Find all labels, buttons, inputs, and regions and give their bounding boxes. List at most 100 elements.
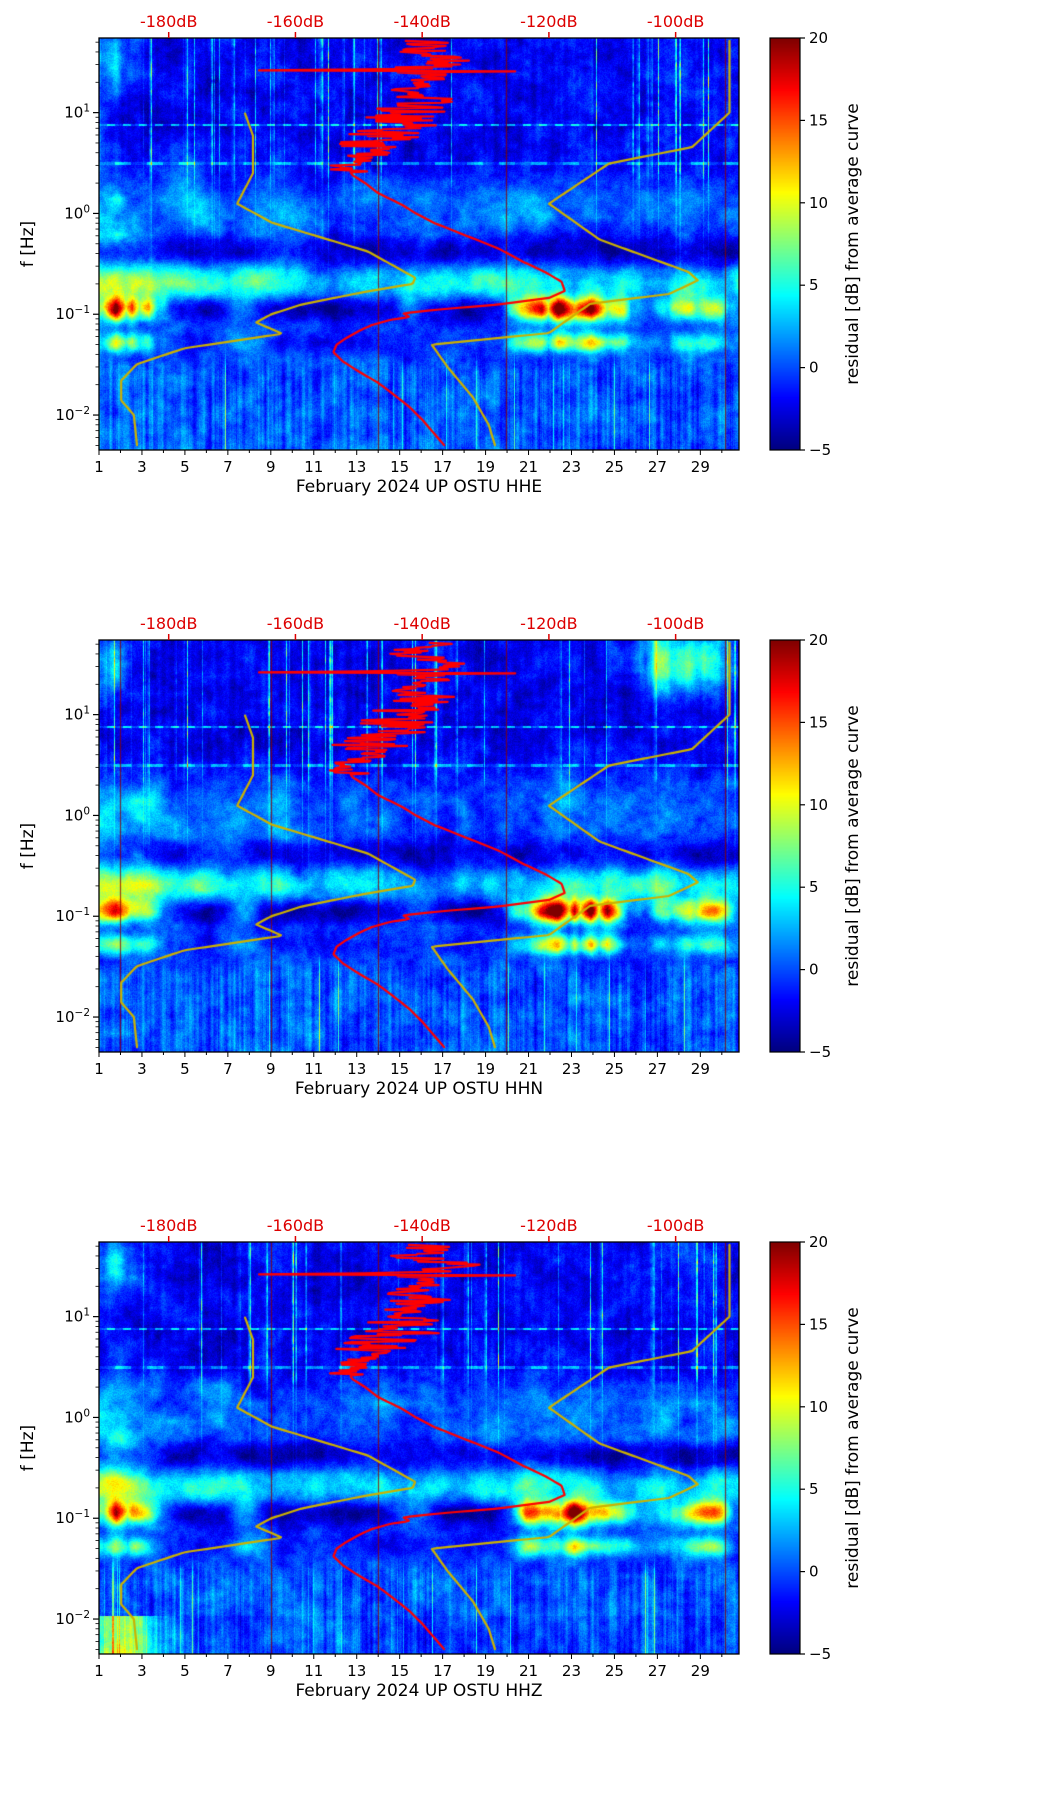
svg-text:10: 10 bbox=[809, 194, 828, 212]
svg-text:15: 15 bbox=[390, 458, 409, 476]
svg-text:10−1: 10−1 bbox=[55, 304, 90, 323]
svg-text:27: 27 bbox=[648, 1662, 667, 1680]
svg-text:11: 11 bbox=[304, 458, 323, 476]
svg-text:-180dB: -180dB bbox=[140, 12, 197, 31]
x-axis-label-hhn: February 2024 UP OSTU HHN bbox=[294, 1079, 544, 1099]
svg-text:10: 10 bbox=[809, 796, 828, 814]
svg-text:-160dB: -160dB bbox=[267, 614, 324, 633]
svg-text:101: 101 bbox=[64, 1307, 90, 1326]
svg-text:101: 101 bbox=[64, 705, 90, 724]
svg-text:0: 0 bbox=[809, 1563, 819, 1581]
svg-text:27: 27 bbox=[648, 1060, 667, 1078]
svg-text:10−2: 10−2 bbox=[55, 405, 90, 424]
svg-text:17: 17 bbox=[433, 458, 452, 476]
svg-text:25: 25 bbox=[605, 1662, 624, 1680]
svg-text:1: 1 bbox=[94, 458, 104, 476]
svg-text:-100dB: -100dB bbox=[647, 1216, 704, 1235]
svg-text:29: 29 bbox=[691, 1662, 710, 1680]
svg-text:5: 5 bbox=[180, 1060, 190, 1078]
y-axis-label: f [Hz] bbox=[18, 1424, 38, 1472]
svg-text:21: 21 bbox=[519, 1060, 538, 1078]
svg-text:23: 23 bbox=[562, 1662, 581, 1680]
svg-text:20: 20 bbox=[809, 631, 828, 649]
svg-text:-120dB: -120dB bbox=[520, 12, 577, 31]
svg-text:20: 20 bbox=[809, 29, 828, 47]
svg-text:-160dB: -160dB bbox=[267, 1216, 324, 1235]
svg-text:5: 5 bbox=[809, 276, 819, 294]
svg-text:5: 5 bbox=[809, 878, 819, 896]
svg-text:7: 7 bbox=[223, 1060, 233, 1078]
svg-text:11: 11 bbox=[304, 1662, 323, 1680]
svg-text:19: 19 bbox=[476, 458, 495, 476]
svg-text:3: 3 bbox=[137, 458, 147, 476]
svg-text:17: 17 bbox=[433, 1060, 452, 1078]
svg-text:13: 13 bbox=[347, 458, 366, 476]
svg-text:0: 0 bbox=[809, 359, 819, 377]
svg-text:19: 19 bbox=[476, 1060, 495, 1078]
svg-text:9: 9 bbox=[266, 1662, 276, 1680]
svg-text:3: 3 bbox=[137, 1662, 147, 1680]
svg-text:-140dB: -140dB bbox=[393, 614, 450, 633]
y-axis-label: f [Hz] bbox=[18, 822, 38, 870]
svg-text:23: 23 bbox=[562, 1060, 581, 1078]
colorbar-label: residual [dB] from average curve bbox=[843, 705, 863, 987]
colorbar-gradient bbox=[770, 640, 800, 1052]
svg-text:11: 11 bbox=[304, 1060, 323, 1078]
svg-text:15: 15 bbox=[390, 1060, 409, 1078]
spectrogram-heatmap-hhe bbox=[99, 38, 739, 450]
colorbar-gradient bbox=[770, 38, 800, 450]
svg-text:10−2: 10−2 bbox=[55, 1609, 90, 1628]
svg-text:25: 25 bbox=[605, 458, 624, 476]
svg-text:-120dB: -120dB bbox=[520, 1216, 577, 1235]
spectrogram-panel-hhz: 1 3 5 7 9 11 13 15 17 19 21 23 25 27 29 101 100 10−1 10−2-… bbox=[0, 1204, 1052, 1806]
svg-text:100: 100 bbox=[64, 805, 90, 824]
svg-text:5: 5 bbox=[809, 1480, 819, 1498]
svg-text:7: 7 bbox=[223, 458, 233, 476]
svg-text:23: 23 bbox=[562, 458, 581, 476]
spectrogram-panel-hhn: 1 3 5 7 9 11 13 15 17 19 21 23 25 27 29 101 100 10−1 10−2-… bbox=[0, 602, 1052, 1204]
svg-text:-100dB: -100dB bbox=[647, 614, 704, 633]
svg-text:−5: −5 bbox=[809, 1645, 831, 1663]
spectrogram-panel-hhe: 1 3 5 7 9 11 13 15 17 19 21 23 25 27 29 101 100 10−1 10−2-… bbox=[0, 0, 1052, 602]
svg-text:1: 1 bbox=[94, 1060, 104, 1078]
svg-text:19: 19 bbox=[476, 1662, 495, 1680]
svg-text:29: 29 bbox=[691, 458, 710, 476]
svg-text:9: 9 bbox=[266, 1060, 276, 1078]
svg-text:5: 5 bbox=[180, 458, 190, 476]
svg-text:100: 100 bbox=[64, 203, 90, 222]
y-axis-label: f [Hz] bbox=[18, 220, 38, 268]
colorbar-gradient bbox=[770, 1242, 800, 1654]
svg-text:101: 101 bbox=[64, 103, 90, 122]
svg-text:10: 10 bbox=[809, 1398, 828, 1416]
svg-text:100: 100 bbox=[64, 1407, 90, 1426]
svg-text:10−1: 10−1 bbox=[55, 1508, 90, 1527]
svg-text:29: 29 bbox=[691, 1060, 710, 1078]
svg-text:0: 0 bbox=[809, 961, 819, 979]
svg-text:-160dB: -160dB bbox=[267, 12, 324, 31]
svg-text:5: 5 bbox=[180, 1662, 190, 1680]
svg-text:21: 21 bbox=[519, 458, 538, 476]
svg-text:15: 15 bbox=[390, 1662, 409, 1680]
svg-text:-120dB: -120dB bbox=[520, 614, 577, 633]
svg-text:15: 15 bbox=[809, 1315, 828, 1333]
svg-text:15: 15 bbox=[809, 713, 828, 731]
svg-text:-140dB: -140dB bbox=[393, 1216, 450, 1235]
svg-text:3: 3 bbox=[137, 1060, 147, 1078]
svg-text:-100dB: -100dB bbox=[647, 12, 704, 31]
colorbar-label: residual [dB] from average curve bbox=[843, 103, 863, 385]
x-axis-label-hhz: February 2024 UP OSTU HHZ bbox=[295, 1681, 543, 1701]
svg-text:15: 15 bbox=[809, 111, 828, 129]
svg-text:-180dB: -180dB bbox=[140, 1216, 197, 1235]
svg-text:13: 13 bbox=[347, 1662, 366, 1680]
svg-text:25: 25 bbox=[605, 1060, 624, 1078]
svg-text:10−1: 10−1 bbox=[55, 906, 90, 925]
x-axis-label-hhe: February 2024 UP OSTU HHE bbox=[295, 477, 543, 497]
svg-text:20: 20 bbox=[809, 1233, 828, 1251]
svg-text:1: 1 bbox=[94, 1662, 104, 1680]
svg-text:10−2: 10−2 bbox=[55, 1007, 90, 1026]
svg-text:−5: −5 bbox=[809, 441, 831, 459]
svg-text:-140dB: -140dB bbox=[393, 12, 450, 31]
svg-text:9: 9 bbox=[266, 458, 276, 476]
spectrogram-heatmap-hhz bbox=[99, 1242, 739, 1654]
svg-text:13: 13 bbox=[347, 1060, 366, 1078]
